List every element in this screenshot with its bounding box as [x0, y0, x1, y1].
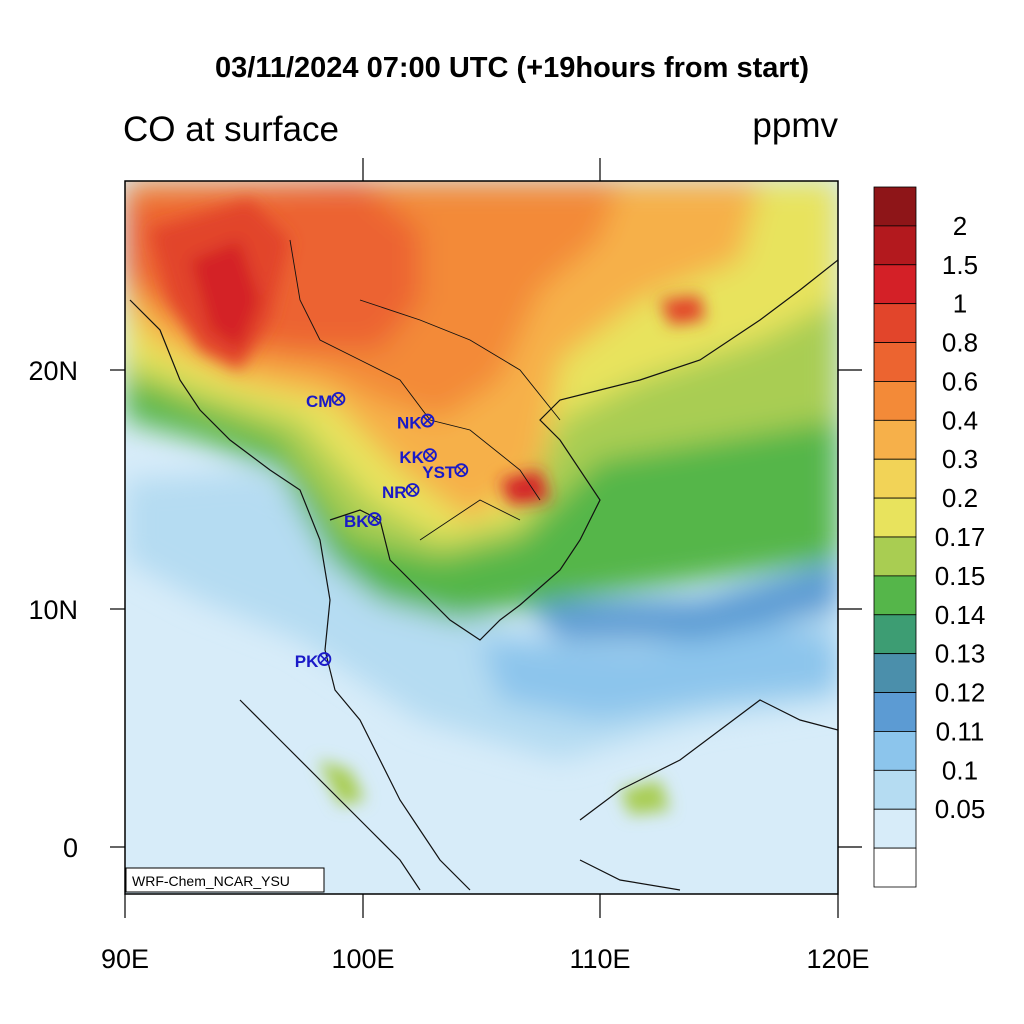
- station-symbol-icon: [423, 448, 437, 463]
- station-marker-nr: NR: [382, 483, 420, 502]
- lon-labels: 90E 100E 110E 120E: [101, 944, 870, 974]
- colorbar-box: [873, 731, 917, 771]
- colorbar-box: [873, 769, 917, 810]
- station-label-bk: BK: [344, 512, 369, 531]
- colorbar-label: 0.6: [942, 366, 978, 396]
- lat-label-20n: 20N: [28, 356, 78, 386]
- colorbar-label: 0.2: [942, 483, 978, 513]
- colorbar-label: 0.13: [935, 639, 986, 669]
- map-frame: [124, 180, 839, 895]
- lon-label-90e: 90E: [101, 944, 149, 974]
- colorbar-box: [873, 381, 917, 421]
- station-label-nk: NK: [397, 414, 422, 433]
- colorbar: 2 1.5 1 0.8 0.6 0.4 0.3 0.2 0.17 0.15 0.14 0.13 0.12…: [873, 186, 986, 888]
- units-title: ppmv: [752, 106, 838, 145]
- colorbar-label: 0.8: [942, 328, 978, 358]
- station-label-yst: YST: [422, 463, 456, 482]
- country-borders: [289, 239, 561, 541]
- station-marker-nk: NK: [397, 413, 435, 433]
- station-label-nr: NR: [382, 483, 407, 502]
- station-symbol-icon: [317, 652, 332, 666]
- station-symbol-icon: [405, 483, 420, 497]
- colorbar-box: [873, 536, 917, 577]
- colorbar-box: [873, 342, 917, 382]
- colorbar-box: [873, 497, 917, 538]
- lat-label-0: 0: [63, 833, 78, 863]
- station-label-cm: CM: [306, 392, 332, 411]
- station-label-pk: PK: [295, 652, 319, 671]
- colorbar-box: [873, 614, 917, 655]
- variable-title: CO at surface: [123, 110, 339, 149]
- station-marker-kk: KK: [399, 448, 437, 467]
- colorbar-label: 0.17: [935, 522, 986, 552]
- colorbar-label: 2: [953, 211, 967, 241]
- colorbar-box: [873, 808, 917, 849]
- colorbar-box: [873, 419, 917, 460]
- credit-box: [125, 867, 325, 893]
- axis-ticks: [110, 158, 862, 918]
- colorbar-box: [873, 692, 917, 732]
- colorbar-box: [873, 303, 917, 343]
- colorbar-label: 0.05: [935, 794, 986, 824]
- lat-labels: 20N 10N 0: [28, 356, 78, 863]
- station-symbol-icon: [454, 463, 469, 478]
- station-symbol-icon: [367, 512, 382, 526]
- lon-label-100e: 100E: [331, 944, 394, 974]
- station-marker-bk: BK: [344, 512, 382, 531]
- colorbar-label: 0.14: [935, 600, 986, 630]
- credit-label: WRF-Chem_NCAR_YSU: [132, 873, 290, 889]
- map-field: [125, 181, 838, 894]
- colorbar-label: 0.12: [935, 678, 986, 708]
- station-label-kk: KK: [399, 448, 424, 467]
- station-symbol-icon: [331, 391, 346, 406]
- colorbar-label: 0.11: [936, 716, 985, 746]
- colorbar-box: [873, 225, 917, 266]
- coastlines: [129, 259, 838, 891]
- station-marker-pk: PK: [295, 652, 332, 671]
- colorbar-box: [873, 264, 917, 305]
- lon-label-110e: 110E: [569, 944, 630, 974]
- lat-label-10n: 10N: [28, 595, 78, 625]
- colorbar-box: [873, 847, 917, 888]
- colorbar-label: 1.5: [942, 250, 978, 280]
- colorbar-label: 0.3: [942, 444, 978, 474]
- colorbar-label: 0.1: [942, 755, 978, 785]
- colorbar-box: [873, 575, 917, 616]
- lon-label-120e: 120E: [806, 944, 869, 974]
- station-symbol-icon: [420, 413, 435, 428]
- colorbar-box: [873, 653, 917, 693]
- colorbar-box: [873, 458, 917, 499]
- colorbar-label: 0.4: [942, 405, 978, 435]
- colorbar-label: 1: [953, 289, 967, 319]
- plot-title: 03/11/2024 07:00 UTC (+19hours from star…: [215, 52, 809, 84]
- station-marker-cm: CM: [306, 391, 346, 411]
- station-marker-yst: YST: [422, 463, 469, 482]
- colorbar-label: 0.15: [935, 561, 986, 591]
- colorbar-box: [873, 186, 917, 227]
